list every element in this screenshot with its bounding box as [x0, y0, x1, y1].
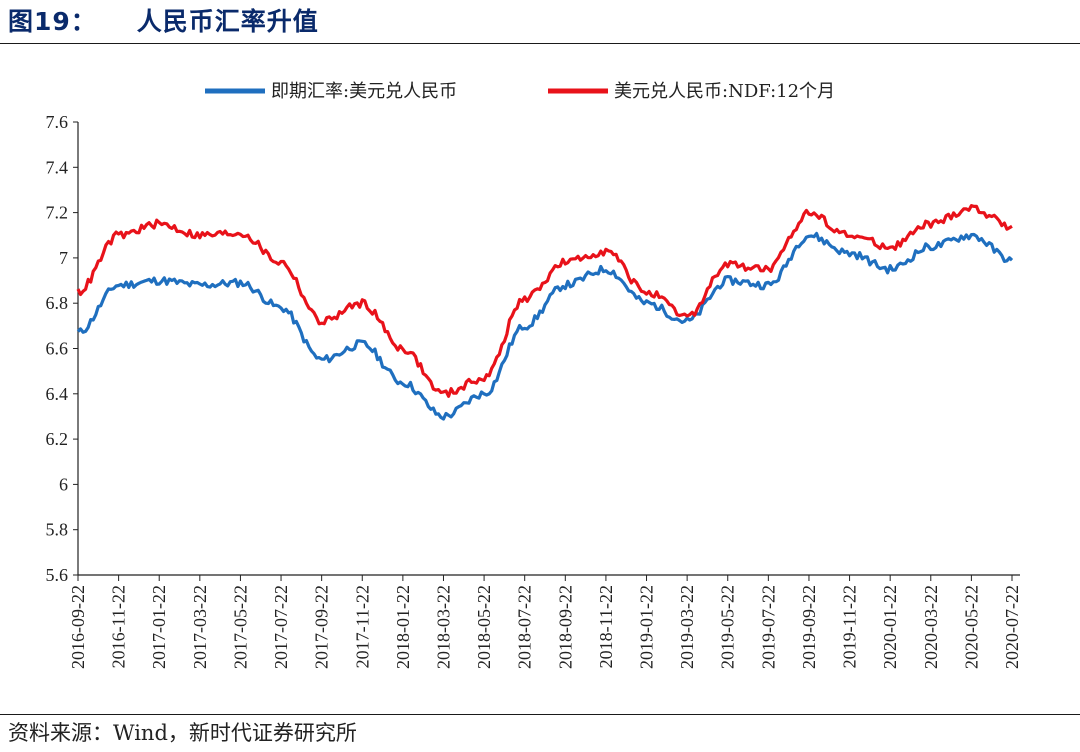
legend-label-1: 即期汇率:美元兑人民币 — [271, 81, 457, 102]
x-tick-label: 2017-07-22 — [271, 585, 291, 669]
y-tick-label: 6.6 — [46, 339, 69, 359]
title-divider — [0, 43, 1080, 44]
x-tick-label: 2019-07-22 — [758, 585, 778, 669]
x-tick-label: 2017-01-22 — [149, 585, 169, 669]
x-tick-label: 2018-01-22 — [393, 585, 413, 669]
chart-legend: 即期汇率:美元兑人民币 美元兑人民币:NDF:12个月 — [205, 81, 835, 102]
y-tick-label: 6 — [59, 474, 68, 494]
y-tick-label: 5.6 — [46, 565, 69, 585]
x-tick-label: 2019-09-22 — [799, 585, 819, 669]
x-tick-label: 2018-05-22 — [474, 585, 494, 669]
x-tick-label: 2019-03-22 — [677, 585, 697, 669]
figure-number: 图19： — [8, 7, 97, 36]
x-tick-label: 2020-01-22 — [880, 585, 900, 669]
x-axis-ticks: 2016-09-22 2016-11-22 2017-01-22 2017-03-22… — [68, 575, 1022, 669]
line-chart: 即期汇率:美元兑人民币 美元兑人民币:NDF:12个月 7.6 7.4 7.2 7 6.8… — [46, 81, 1023, 669]
y-tick-label: 6.4 — [46, 384, 69, 404]
y-tick-label: 7.2 — [46, 203, 69, 223]
source-note: 资料来源：Wind，新时代证券研究所 — [8, 721, 357, 745]
x-tick-label: 2020-07-22 — [1002, 585, 1022, 669]
y-axis-ticks: 7.6 7.4 7.2 7 6.8 6.6 6.4 6.2 6 5.8 5.6 — [46, 112, 78, 585]
plot-area — [77, 122, 1020, 576]
x-tick-label: 2017-05-22 — [230, 585, 250, 669]
legend-label-2: 美元兑人民币:NDF:12个月 — [614, 81, 835, 102]
x-tick-label: 2018-07-22 — [515, 585, 535, 669]
series-line-1 — [76, 231, 1014, 421]
x-tick-label: 2018-11-22 — [596, 585, 616, 668]
x-tick-label: 2017-09-22 — [312, 585, 332, 669]
figure-title: 人民币汇率升值 — [136, 7, 319, 36]
y-tick-label: 6.8 — [46, 293, 69, 313]
series-line-2 — [76, 204, 1013, 398]
x-tick-label: 2017-03-22 — [190, 585, 210, 669]
x-tick-label: 2019-11-22 — [840, 585, 860, 668]
y-tick-label: 5.8 — [46, 520, 69, 540]
x-tick-label: 2018-09-22 — [555, 585, 575, 669]
y-tick-label: 6.2 — [46, 429, 69, 449]
x-tick-label: 2020-05-22 — [961, 585, 981, 669]
x-tick-label: 2018-03-22 — [433, 585, 453, 669]
x-tick-label: 2016-09-22 — [68, 585, 88, 669]
x-tick-label: 2017-11-22 — [352, 585, 372, 668]
x-tick-label: 2016-11-22 — [109, 585, 129, 668]
y-tick-label: 7.4 — [46, 157, 69, 177]
y-tick-label: 7.6 — [46, 112, 69, 132]
bottom-divider — [0, 714, 1080, 715]
x-tick-label: 2020-03-22 — [921, 585, 941, 669]
y-tick-label: 7 — [59, 248, 68, 268]
x-tick-label: 2019-01-22 — [637, 585, 657, 669]
series-group — [76, 204, 1014, 421]
figure-title-bar: 图19： 人民币汇率升值 — [8, 4, 319, 40]
x-tick-label: 2019-05-22 — [718, 585, 738, 669]
